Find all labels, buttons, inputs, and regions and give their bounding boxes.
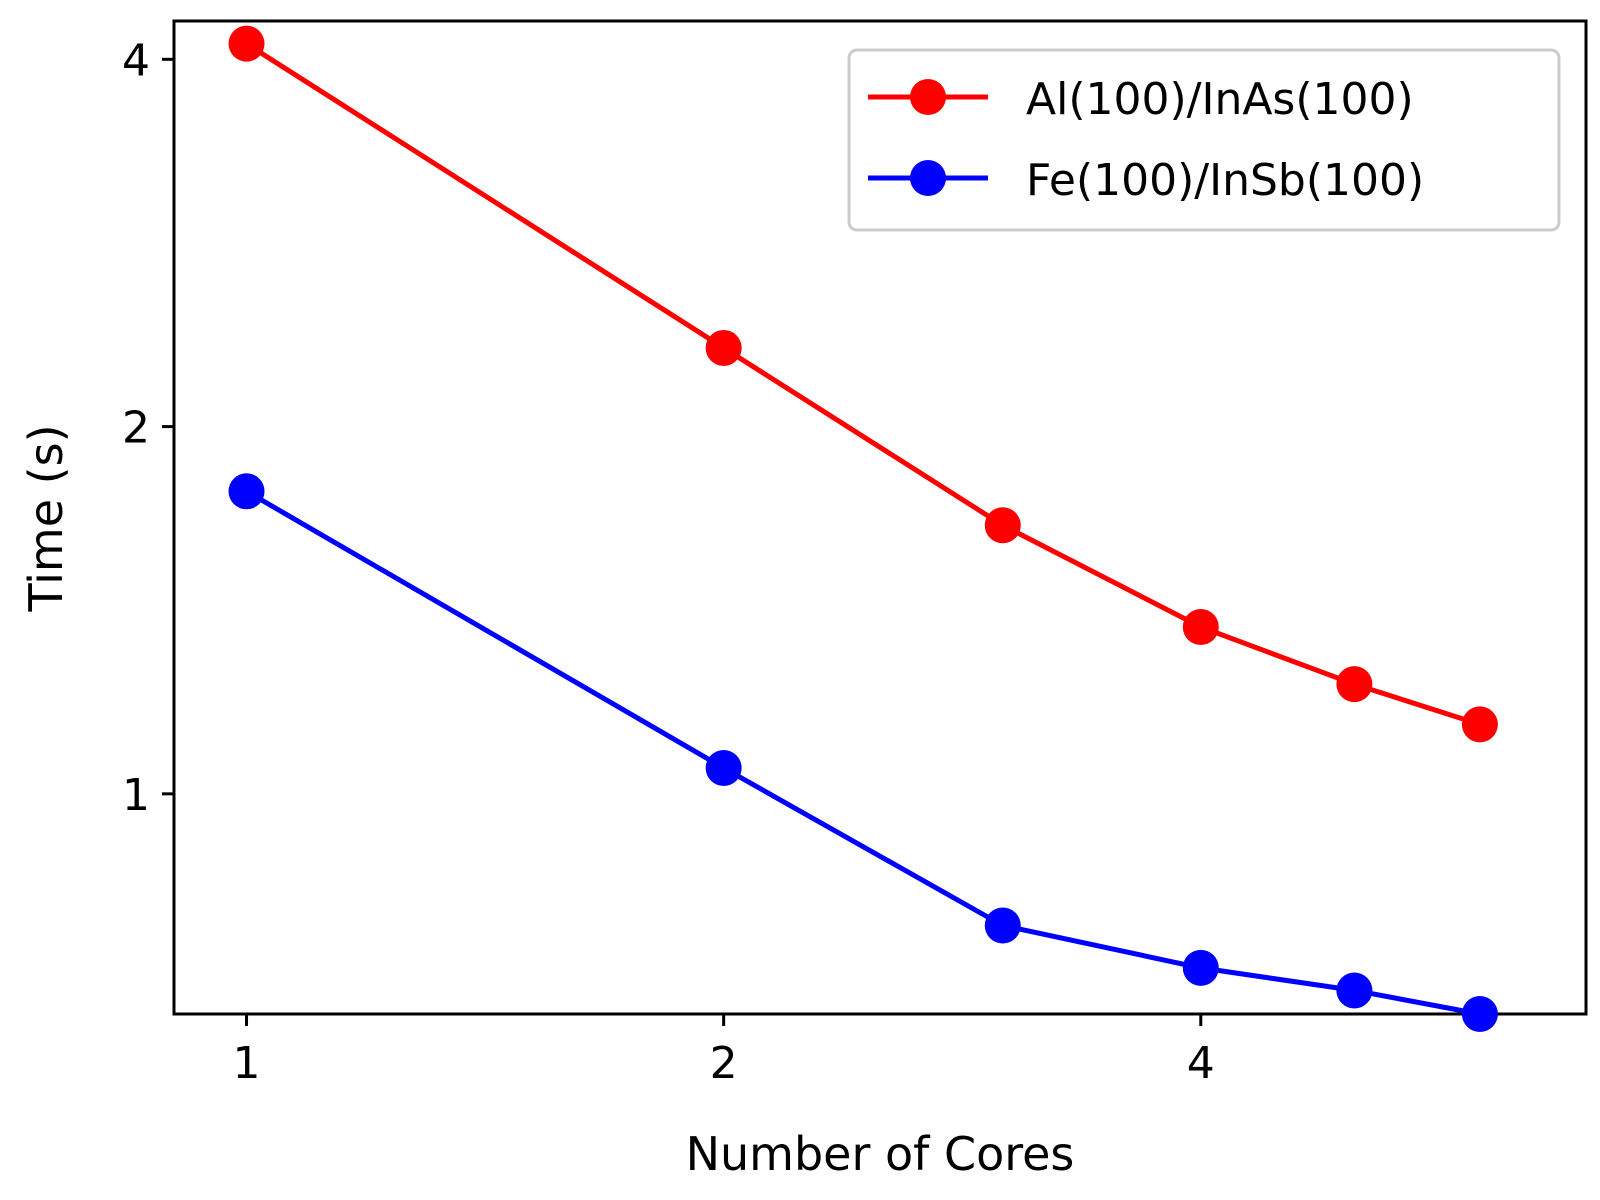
legend-label-1: Fe(100)/InSb(100) — [1026, 155, 1424, 206]
legend-marker-0 — [910, 79, 946, 115]
series-layer — [228, 25, 1498, 1032]
data-point-1-5 — [1461, 996, 1498, 1032]
data-point-1-0 — [228, 473, 265, 510]
legend-marker-1 — [910, 160, 946, 196]
data-point-0-1 — [705, 329, 742, 366]
data-point-1-4 — [1336, 972, 1373, 1009]
x-axis-label: Number of Cores — [686, 1127, 1075, 1181]
series-0 — [228, 25, 1498, 743]
y-axis: 1 2 4 — [122, 35, 174, 821]
y-tick-label-1: 2 — [122, 403, 150, 454]
x-tick-label-1: 2 — [710, 1038, 738, 1089]
data-point-1-3 — [1182, 949, 1219, 986]
y-tick-label-2: 4 — [122, 35, 150, 86]
x-axis: 1 2 4 — [233, 1014, 1215, 1089]
legend-box — [847, 48, 1561, 232]
data-point-1-1 — [705, 749, 742, 786]
data-point-0-2 — [984, 507, 1021, 544]
legend-label-0: Al(100)/InAs(100) — [1026, 74, 1414, 125]
data-point-0-5 — [1461, 706, 1498, 743]
y-tick-label-0: 1 — [122, 770, 150, 821]
data-point-1-2 — [984, 907, 1021, 944]
series-1 — [228, 473, 1498, 1032]
legend: Al(100)/InAs(100) Fe(100)/InSb(100) — [847, 48, 1561, 232]
series-line-1 — [245, 489, 1481, 1017]
series-line-0 — [245, 41, 1481, 727]
data-point-0-4 — [1336, 666, 1373, 703]
data-point-0-3 — [1182, 609, 1219, 646]
x-tick-label-0: 1 — [233, 1038, 261, 1089]
data-point-0-0 — [228, 25, 265, 62]
y-axis-label: Time (s) — [19, 424, 73, 612]
x-tick-label-2: 4 — [1187, 1038, 1215, 1089]
